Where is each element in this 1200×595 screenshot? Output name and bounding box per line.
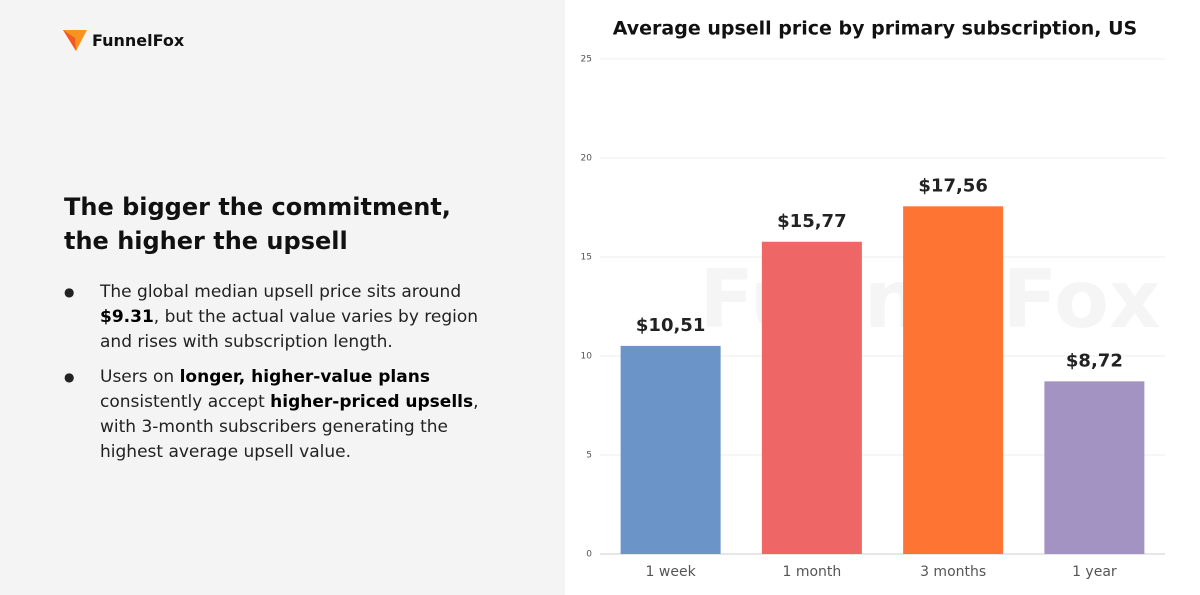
bar: [903, 206, 1004, 554]
y-tick-label: 5: [586, 451, 592, 461]
logo-text: FunnelFox: [92, 30, 185, 50]
y-tick-label: 15: [581, 253, 592, 263]
bullet-list: The global median upsell price sits arou…: [64, 280, 484, 475]
x-tick-label: 3 months: [920, 564, 986, 580]
logo: FunnelFox: [62, 28, 184, 52]
text: , but the actual value varies by region …: [100, 307, 479, 352]
bold-text: longer, higher-value plans: [179, 367, 430, 387]
logo-icon: [63, 30, 87, 51]
x-tick-label: 1 week: [646, 564, 697, 580]
value-label: $8,72: [1066, 350, 1123, 371]
chart: Average upsell price by primary subscrip…: [581, 18, 1165, 580]
bar: [1044, 381, 1145, 554]
x-tick-label: 1 month: [782, 564, 841, 580]
bullet: Users on longer, higher-value plans cons…: [64, 365, 484, 465]
value-label: $10,51: [636, 315, 705, 336]
left-panel: FunnelFox The bigger the commitment, the…: [0, 0, 565, 595]
y-tick-label: 20: [581, 154, 593, 164]
y-tick-label: 10: [581, 352, 593, 362]
x-tick-label: 1 year: [1072, 564, 1117, 580]
text: consistently accept: [100, 392, 271, 412]
value-label: $15,77: [777, 211, 846, 232]
text: , with 3-month subscribers generating th…: [100, 392, 479, 462]
bar: [620, 345, 721, 554]
bar: [761, 241, 862, 554]
bold-text: higher-priced upsells: [270, 392, 474, 412]
text: The global median upsell price sits arou…: [100, 282, 462, 302]
y-tick-label: 25: [581, 55, 592, 65]
heading: The bigger the commitment, the higher th…: [64, 193, 451, 255]
y-tick-label: 0: [586, 550, 592, 560]
bold-text: $9.31: [100, 307, 154, 327]
text: Users on: [100, 367, 180, 387]
chart-title: Average upsell price by primary subscrip…: [613, 18, 1138, 40]
value-label: $17,56: [918, 175, 987, 196]
bullet: The global median upsell price sits arou…: [64, 280, 484, 355]
